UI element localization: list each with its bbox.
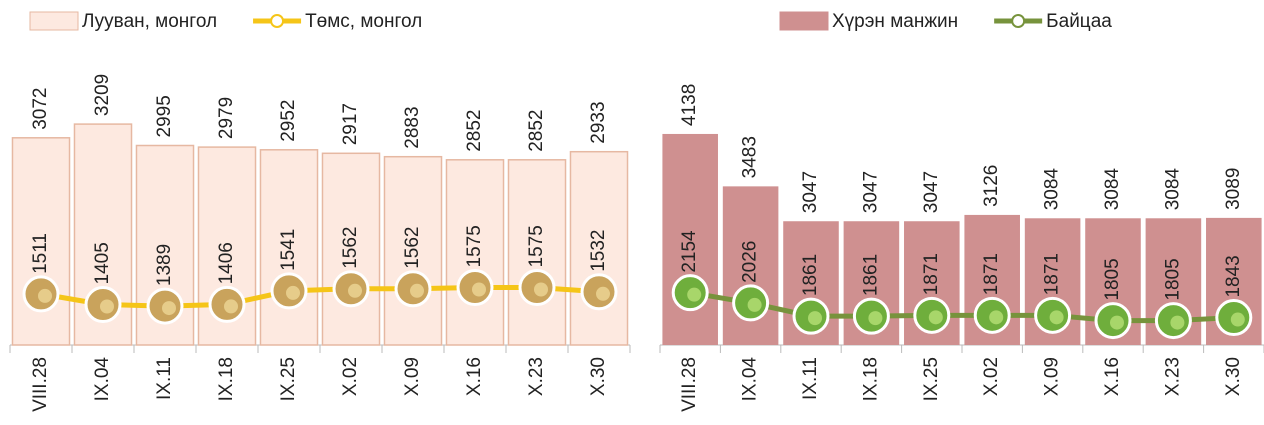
line-value-label: 1389 xyxy=(154,244,175,286)
line-marker-detail xyxy=(38,289,52,303)
x-tick-label: IX.11 xyxy=(154,357,175,400)
line-marker-detail xyxy=(100,300,114,314)
line-value-label: 1805 xyxy=(1102,258,1123,300)
legend-label: Лууван, монгол xyxy=(82,11,217,32)
line-marker-detail xyxy=(929,310,943,324)
line-marker-detail xyxy=(808,311,822,325)
line-marker-detail xyxy=(748,298,762,312)
bar-value-label: 2979 xyxy=(216,97,237,139)
line-marker-detail xyxy=(687,288,701,302)
legend-label: Байцаа xyxy=(1046,11,1112,32)
line-value-label: 1575 xyxy=(464,225,485,267)
line-value-label: 1843 xyxy=(1223,255,1244,297)
line-marker-detail xyxy=(472,283,486,297)
x-tick-label: X.09 xyxy=(402,357,423,396)
x-tick-label: VIII.28 xyxy=(30,357,51,412)
bar-value-label: 3084 xyxy=(1102,168,1123,211)
line-marker-detail xyxy=(534,283,548,297)
x-tick-label: IX.04 xyxy=(92,357,113,402)
line-marker-detail xyxy=(1110,316,1124,330)
line-marker-detail xyxy=(989,310,1003,324)
line-value-label: 1532 xyxy=(588,230,609,272)
chart: Лууван, монгол Төмс, монгол VIII.28 3072 IX.… xyxy=(0,0,1264,425)
line-value-label: 2026 xyxy=(740,241,761,283)
line-marker-detail xyxy=(348,284,362,298)
bar-value-label: 3047 xyxy=(921,171,942,213)
x-tick-label: X.16 xyxy=(464,357,485,396)
line-value-label: 2154 xyxy=(679,230,700,273)
x-tick-label: X.30 xyxy=(588,357,609,396)
bar-value-label: 2933 xyxy=(588,101,609,143)
line-marker-detail xyxy=(1170,316,1184,330)
line-value-label: 1541 xyxy=(278,229,299,271)
bar-value-label: 2995 xyxy=(154,95,175,137)
line-value-label: 1405 xyxy=(92,242,113,284)
bar-value-label: 3126 xyxy=(981,165,1002,207)
x-tick-label: X.30 xyxy=(1223,357,1244,396)
bar-value-label: 2852 xyxy=(464,110,485,152)
line-marker-detail xyxy=(286,286,300,300)
x-tick-label: X.16 xyxy=(1102,357,1123,396)
bar-value-label: 3089 xyxy=(1223,168,1244,210)
line-value-label: 1861 xyxy=(860,254,881,296)
x-tick-label: X.02 xyxy=(981,357,1002,396)
bar-value-label: 3084 xyxy=(1162,168,1183,211)
line-value-label: 1861 xyxy=(800,254,821,296)
line-value-label: 1871 xyxy=(921,253,942,295)
x-tick-label: X.09 xyxy=(1042,357,1063,396)
legend-marker xyxy=(271,15,283,27)
x-tick-label: VIII.28 xyxy=(679,357,700,412)
bar-value-label: 3072 xyxy=(30,88,51,130)
x-tick-label: IX.11 xyxy=(800,357,821,400)
bar-value-label: 2883 xyxy=(402,106,423,148)
line-value-label: 1406 xyxy=(216,242,237,284)
bar-value-label: 3209 xyxy=(92,74,113,116)
bar-value-label: 4138 xyxy=(679,84,700,126)
legend-label: Хүрэн манжин xyxy=(832,11,958,32)
legend-label: Төмс, монгол xyxy=(305,11,422,32)
line-marker-detail xyxy=(1231,313,1245,327)
x-tick-label: IX.04 xyxy=(740,357,761,402)
line-marker-detail xyxy=(224,299,238,313)
x-tick-label: IX.18 xyxy=(860,357,881,401)
line-value-label: 1511 xyxy=(30,233,51,274)
line-value-label: 1575 xyxy=(526,225,547,267)
bar-value-label: 2852 xyxy=(526,110,547,152)
bar-value-label: 2952 xyxy=(278,100,299,142)
page: Лууван, монгол Төмс, монгол VIII.28 3072 IX.… xyxy=(0,0,1264,425)
bar-value-label: 3047 xyxy=(860,171,881,213)
x-tick-label: X.23 xyxy=(1162,357,1183,396)
line-value-label: 1805 xyxy=(1162,258,1183,300)
legend-swatch xyxy=(30,12,78,30)
x-tick-label: IX.18 xyxy=(216,357,237,401)
line-marker-detail xyxy=(596,287,610,301)
line-marker-detail xyxy=(868,311,882,325)
x-tick-label: IX.25 xyxy=(921,357,942,401)
bar-value-label: 3047 xyxy=(800,171,821,213)
x-tick-label: IX.25 xyxy=(278,357,299,401)
x-tick-label: X.02 xyxy=(340,357,361,396)
line-value-label: 1562 xyxy=(402,227,423,269)
line-marker-detail xyxy=(1050,310,1064,324)
bar-value-label: 2917 xyxy=(340,103,361,145)
line-value-label: 1562 xyxy=(340,227,361,269)
line-value-label: 1871 xyxy=(981,253,1002,295)
legend-marker xyxy=(1012,15,1024,27)
x-tick-label: X.23 xyxy=(526,357,547,396)
legend-swatch xyxy=(780,12,828,30)
line-marker-detail xyxy=(410,284,424,298)
bar-value-label: 3483 xyxy=(740,136,761,178)
line-value-label: 1871 xyxy=(1042,253,1063,295)
bar-value-label: 3084 xyxy=(1042,168,1063,211)
line-marker-detail xyxy=(162,301,176,315)
